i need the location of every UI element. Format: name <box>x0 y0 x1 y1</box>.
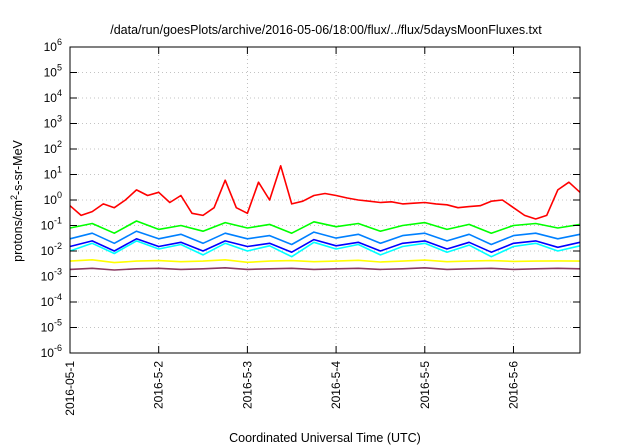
y-tick-label: 10-2 <box>41 241 62 258</box>
series-line-2 <box>69 220 581 234</box>
y-tick-label: 105 <box>44 63 62 80</box>
y-tick-label: 104 <box>44 88 62 105</box>
y-tick-label: 10-1 <box>41 216 62 233</box>
series-line-4 <box>69 230 581 246</box>
x-tick-labels: 2016-05-1 2016-5-2 2016-5-3 2016-5-4 2016-5-… <box>63 361 520 416</box>
y-tick-label: 106 <box>44 37 62 54</box>
x-tick-label: 2016-5-4 <box>329 361 343 409</box>
x-tick-label: 2016-5-5 <box>418 361 432 409</box>
axis-ticks <box>69 46 580 354</box>
series-line-3 <box>69 240 581 258</box>
x-tick-label: 2016-5-6 <box>506 361 520 409</box>
y-tick-label: 103 <box>44 114 62 131</box>
series-line-1 <box>69 165 581 220</box>
series-line-6 <box>69 258 581 264</box>
y-tick-label: 100 <box>44 190 62 207</box>
y-tick-label: 10-5 <box>41 318 62 335</box>
y-tick-labels: 106 105 104 103 102 101 100 10-1 10-2 10-3 10-4 10-… <box>41 37 62 360</box>
x-tick-label: 2016-5-2 <box>152 361 166 409</box>
y-tick-label: 102 <box>44 139 62 156</box>
y-tick-label: 101 <box>44 165 62 182</box>
series-line-5 <box>69 238 581 253</box>
x-axis-label: Coordinated Universal Time (UTC) <box>229 431 421 445</box>
series-line-7 <box>69 266 581 271</box>
y-tick-label: 10-3 <box>41 267 62 284</box>
y-axis-label: protons/cm2-s-sr-MeV <box>9 139 25 261</box>
x-tick-label: 2016-05-1 <box>63 361 77 416</box>
x-tick-label: 2016-5-3 <box>240 361 254 409</box>
chart-title: /data/run/goesPlots/archive/2016-05-06/1… <box>110 23 542 37</box>
y-tick-label: 10-6 <box>41 343 62 360</box>
series-group <box>69 165 581 271</box>
y-tick-label: 10-4 <box>41 292 62 309</box>
